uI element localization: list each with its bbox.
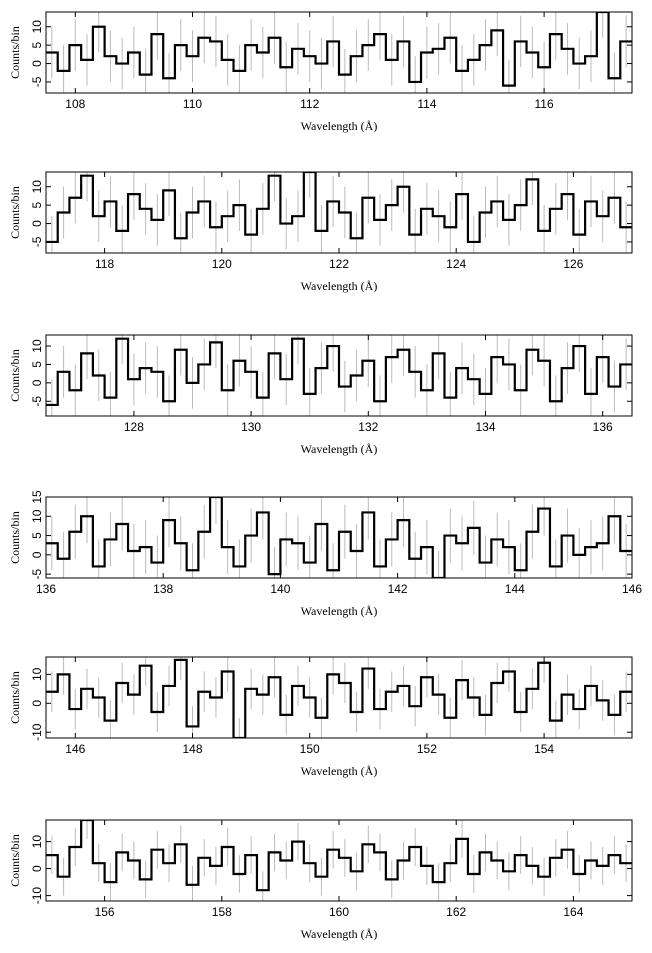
y-tick-label: -5 [30,396,44,407]
y-tick-label: 5 [30,201,44,208]
x-tick-label: 134 [475,420,495,434]
y-tick-label: -5 [30,568,44,579]
x-tick-label: 110 [183,97,202,111]
x-axis-label: Wavelength (Å) [301,764,378,778]
x-tick-label: 126 [563,257,583,271]
y-tick-label: 10 [30,835,44,849]
panel: 128 130 132 134 136 -5 0 5 10 Wavelength (Å) Count… [8,334,633,456]
plot-frame [45,496,633,579]
x-tick-label: 132 [358,420,378,434]
y-axis-label: Counts/bin [8,26,22,79]
x-tick-label: 146 [65,742,85,756]
plot-frame [45,656,633,739]
y-tick-label: 5 [30,361,44,368]
y-tick-label: 10 [30,509,44,523]
plot-area [46,657,632,738]
x-tick-label: 144 [505,582,525,596]
y-tick-label: 10 [30,20,44,34]
x-axis-label: Wavelength (Å) [301,442,378,456]
x-tick-label: 142 [388,582,408,596]
y-tick-label: 0 [30,220,44,227]
panel: 146 148 150 152 154 -10 0 10 Wavelength (Å) Count… [8,656,633,778]
x-axis-label: Wavelength (Å) [301,604,378,618]
x-tick-label: 116 [535,97,554,111]
x-tick-label: 146 [622,582,642,596]
x-tick-label: 118 [95,257,114,271]
step-line [46,172,632,244]
plot-area [46,497,632,578]
x-tick-label: 108 [65,97,85,111]
y-tick-label: 5 [30,41,44,48]
x-tick-label: 148 [182,742,202,756]
y-tick-label: 10 [30,339,44,353]
y-tick-label: 15 [30,490,44,504]
y-tick-label: 0 [30,551,44,558]
panel: 118 120 122 124 126 -5 0 5 10 Wavelength (Å) Count… [8,171,633,293]
plot-area [46,820,632,901]
y-tick-label: 0 [30,379,44,386]
y-tick-label: 10 [30,667,44,681]
x-tick-label: 140 [270,582,290,596]
step-line [46,658,632,738]
plot-area [46,12,632,93]
x-tick-label: 150 [300,742,320,756]
x-tick-label: 112 [300,97,319,111]
x-tick-label: 162 [446,905,466,919]
y-axis-label: Counts/bin [8,186,22,239]
y-tick-label: 5 [30,532,44,539]
plot-area [46,172,632,253]
x-tick-label: 136 [593,420,613,434]
x-tick-label: 136 [36,582,56,596]
step-line [46,337,632,407]
step-line [46,12,632,87]
panel: 156 158 160 162 164 -10 0 10 Wavelength (Å) Count… [8,819,633,941]
x-tick-label: 130 [241,420,261,434]
x-tick-label: 156 [95,905,115,919]
plot-frame [45,11,633,94]
y-axis-label: Counts/bin [8,511,22,564]
x-tick-label: 114 [417,97,436,111]
x-tick-label: 120 [212,257,232,271]
x-tick-label: 152 [417,742,437,756]
y-axis-label: Counts/bin [8,349,22,402]
y-tick-label: 0 [30,60,44,67]
x-tick-label: 164 [563,905,583,919]
panel: 136 138 140 142 144 146 -5 0 5 10 15 Wavelength (Å)… [8,490,643,618]
y-axis-label: Counts/bin [8,834,22,887]
y-tick-label: 0 [30,865,44,872]
plot-frame [45,334,633,417]
x-tick-label: 160 [329,905,349,919]
x-tick-label: 158 [212,905,232,919]
y-axis-label: Counts/bin [8,671,22,724]
x-tick-label: 128 [124,420,144,434]
x-tick-label: 122 [329,257,349,271]
x-axis-label: Wavelength (Å) [301,927,378,941]
x-axis-label: Wavelength (Å) [301,119,378,133]
step-line [46,820,632,892]
y-tick-label: -10 [30,887,44,905]
y-tick-label: -5 [30,76,44,87]
x-tick-label: 124 [446,257,466,271]
y-tick-label: 10 [30,180,44,194]
x-tick-label: 154 [534,742,554,756]
y-tick-label: 0 [30,700,44,707]
panel: 108 110 112 114 116 -5 0 5 10 Wavelength (Å) Count… [8,11,633,133]
plot-area [46,335,632,416]
step-line [46,497,632,578]
y-tick-label: -5 [30,236,44,247]
x-tick-label: 138 [153,582,173,596]
x-axis-label: Wavelength (Å) [301,279,378,293]
y-tick-label: -10 [30,723,44,741]
